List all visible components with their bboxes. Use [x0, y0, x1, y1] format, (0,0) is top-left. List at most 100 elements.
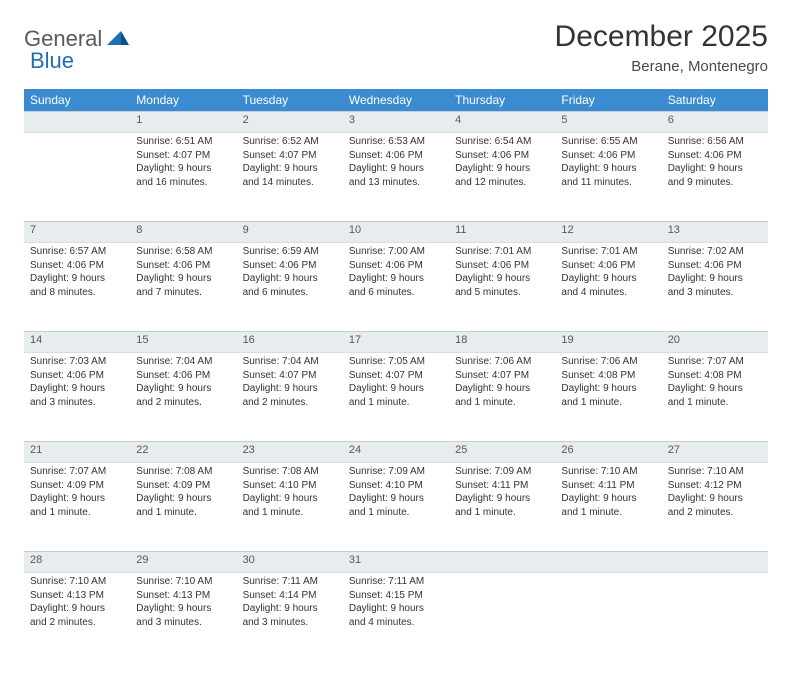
day-cell: Sunrise: 7:09 AMSunset: 4:11 PMDaylight:…	[449, 463, 555, 552]
sunrise-text: Sunrise: 6:51 AM	[136, 135, 230, 149]
daylight-text: Daylight: 9 hours and 1 minute.	[561, 492, 655, 519]
sunrise-text: Sunrise: 7:11 AM	[243, 575, 337, 589]
sunrise-text: Sunrise: 7:04 AM	[136, 355, 230, 369]
day-cell: Sunrise: 6:58 AMSunset: 4:06 PMDaylight:…	[130, 243, 236, 332]
sunrise-text: Sunrise: 7:11 AM	[349, 575, 443, 589]
sunset-text: Sunset: 4:06 PM	[349, 149, 443, 163]
daylight-text: Daylight: 9 hours and 1 minute.	[349, 382, 443, 409]
sunset-text: Sunset: 4:06 PM	[668, 259, 762, 273]
day-number: 20	[662, 332, 768, 353]
sunrise-text: Sunrise: 6:55 AM	[561, 135, 655, 149]
daylight-text: Daylight: 9 hours and 1 minute.	[136, 492, 230, 519]
day-number: 8	[130, 222, 236, 243]
day-cell: Sunrise: 7:10 AMSunset: 4:11 PMDaylight:…	[555, 463, 661, 552]
sunrise-text: Sunrise: 6:57 AM	[30, 245, 124, 259]
day-cell: Sunrise: 7:09 AMSunset: 4:10 PMDaylight:…	[343, 463, 449, 552]
logo-triangle-icon	[107, 29, 129, 50]
sunset-text: Sunset: 4:13 PM	[136, 589, 230, 603]
day-cell: Sunrise: 6:55 AMSunset: 4:06 PMDaylight:…	[555, 133, 661, 222]
day-cell	[555, 573, 661, 662]
day-number: 13	[662, 222, 768, 243]
sunrise-text: Sunrise: 7:08 AM	[136, 465, 230, 479]
weekday-tue: Tuesday	[237, 89, 343, 112]
sunset-text: Sunset: 4:15 PM	[349, 589, 443, 603]
day-cell: Sunrise: 7:01 AMSunset: 4:06 PMDaylight:…	[449, 243, 555, 332]
content-row: Sunrise: 6:51 AMSunset: 4:07 PMDaylight:…	[24, 133, 768, 222]
day-number: 7	[24, 222, 130, 243]
daylight-text: Daylight: 9 hours and 6 minutes.	[243, 272, 337, 299]
daylight-text: Daylight: 9 hours and 7 minutes.	[136, 272, 230, 299]
sunrise-text: Sunrise: 7:07 AM	[668, 355, 762, 369]
day-number: 22	[130, 442, 236, 463]
day-number	[555, 552, 661, 573]
weekday-mon: Monday	[130, 89, 236, 112]
sunrise-text: Sunrise: 7:07 AM	[30, 465, 124, 479]
content-row: Sunrise: 6:57 AMSunset: 4:06 PMDaylight:…	[24, 243, 768, 332]
sunrise-text: Sunrise: 7:10 AM	[30, 575, 124, 589]
sunrise-text: Sunrise: 7:04 AM	[243, 355, 337, 369]
daylight-text: Daylight: 9 hours and 9 minutes.	[668, 162, 762, 189]
day-cell: Sunrise: 6:57 AMSunset: 4:06 PMDaylight:…	[24, 243, 130, 332]
day-cell: Sunrise: 6:51 AMSunset: 4:07 PMDaylight:…	[130, 133, 236, 222]
day-cell: Sunrise: 7:02 AMSunset: 4:06 PMDaylight:…	[662, 243, 768, 332]
weekday-wed: Wednesday	[343, 89, 449, 112]
sunset-text: Sunset: 4:06 PM	[136, 369, 230, 383]
sunrise-text: Sunrise: 6:59 AM	[243, 245, 337, 259]
sunrise-text: Sunrise: 6:52 AM	[243, 135, 337, 149]
day-number: 25	[449, 442, 555, 463]
sunrise-text: Sunrise: 7:05 AM	[349, 355, 443, 369]
daylight-text: Daylight: 9 hours and 14 minutes.	[243, 162, 337, 189]
daylight-text: Daylight: 9 hours and 12 minutes.	[455, 162, 549, 189]
daylight-text: Daylight: 9 hours and 3 minutes.	[668, 272, 762, 299]
day-number: 17	[343, 332, 449, 353]
header: General December 2025 Berane, Montenegro	[24, 20, 768, 75]
sunrise-text: Sunrise: 7:10 AM	[561, 465, 655, 479]
daylight-text: Daylight: 9 hours and 3 minutes.	[243, 602, 337, 629]
sunset-text: Sunset: 4:08 PM	[668, 369, 762, 383]
sunrise-text: Sunrise: 7:10 AM	[136, 575, 230, 589]
sunrise-text: Sunrise: 7:03 AM	[30, 355, 124, 369]
sunset-text: Sunset: 4:07 PM	[455, 369, 549, 383]
day-number: 21	[24, 442, 130, 463]
day-number: 14	[24, 332, 130, 353]
sunrise-text: Sunrise: 6:54 AM	[455, 135, 549, 149]
daylight-text: Daylight: 9 hours and 4 minutes.	[561, 272, 655, 299]
day-number: 24	[343, 442, 449, 463]
daynum-row: 21222324252627	[24, 442, 768, 463]
daylight-text: Daylight: 9 hours and 11 minutes.	[561, 162, 655, 189]
day-number: 27	[662, 442, 768, 463]
sunset-text: Sunset: 4:06 PM	[349, 259, 443, 273]
sunset-text: Sunset: 4:07 PM	[349, 369, 443, 383]
day-number: 16	[237, 332, 343, 353]
daylight-text: Daylight: 9 hours and 4 minutes.	[349, 602, 443, 629]
sunrise-text: Sunrise: 7:01 AM	[561, 245, 655, 259]
day-cell: Sunrise: 6:53 AMSunset: 4:06 PMDaylight:…	[343, 133, 449, 222]
day-cell: Sunrise: 7:04 AMSunset: 4:07 PMDaylight:…	[237, 353, 343, 442]
sunset-text: Sunset: 4:06 PM	[455, 149, 549, 163]
day-cell: Sunrise: 6:54 AMSunset: 4:06 PMDaylight:…	[449, 133, 555, 222]
day-cell: Sunrise: 7:04 AMSunset: 4:06 PMDaylight:…	[130, 353, 236, 442]
logo-text-blue-wrap: Blue	[30, 48, 74, 74]
day-cell: Sunrise: 7:10 AMSunset: 4:13 PMDaylight:…	[24, 573, 130, 662]
sunrise-text: Sunrise: 7:09 AM	[349, 465, 443, 479]
sunrise-text: Sunrise: 6:53 AM	[349, 135, 443, 149]
day-number: 15	[130, 332, 236, 353]
sunset-text: Sunset: 4:14 PM	[243, 589, 337, 603]
sunset-text: Sunset: 4:10 PM	[349, 479, 443, 493]
sunset-text: Sunset: 4:06 PM	[136, 259, 230, 273]
sunset-text: Sunset: 4:08 PM	[561, 369, 655, 383]
day-cell: Sunrise: 7:03 AMSunset: 4:06 PMDaylight:…	[24, 353, 130, 442]
sunset-text: Sunset: 4:07 PM	[243, 369, 337, 383]
daylight-text: Daylight: 9 hours and 2 minutes.	[136, 382, 230, 409]
daynum-row: 14151617181920	[24, 332, 768, 353]
sunset-text: Sunset: 4:12 PM	[668, 479, 762, 493]
daylight-text: Daylight: 9 hours and 1 minute.	[349, 492, 443, 519]
day-number: 3	[343, 112, 449, 133]
daynum-row: 123456	[24, 112, 768, 133]
sunset-text: Sunset: 4:13 PM	[30, 589, 124, 603]
day-cell: Sunrise: 7:08 AMSunset: 4:10 PMDaylight:…	[237, 463, 343, 552]
sunrise-text: Sunrise: 7:06 AM	[455, 355, 549, 369]
day-number: 12	[555, 222, 661, 243]
day-cell	[449, 573, 555, 662]
daylight-text: Daylight: 9 hours and 1 minute.	[668, 382, 762, 409]
